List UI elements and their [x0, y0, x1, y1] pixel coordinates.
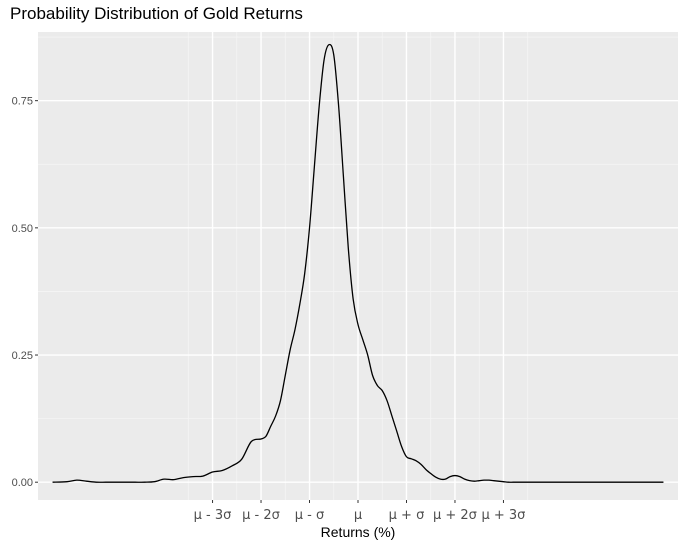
x-axis: μ - 3σ μ - 2σ μ - σ μ μ + σ μ + 2σ μ + 3σ: [194, 500, 525, 523]
x-axis-title: Returns (%): [321, 524, 396, 540]
y-tick-label: 0.75: [12, 96, 33, 108]
x-tick-label: μ - 2σ: [242, 508, 280, 523]
x-tick-label: μ + 3σ: [481, 508, 525, 523]
density-line: [52, 43, 664, 483]
x-tick-label: μ - 3σ: [194, 508, 232, 523]
x-tick-label: μ: [354, 508, 362, 523]
chart-title: Probability Distribution of Gold Returns: [10, 4, 303, 23]
y-tick-label: 0.00: [12, 477, 33, 489]
x-tick-label: μ - σ: [295, 508, 324, 523]
series-layer: [52, 43, 664, 483]
x-tick-label: μ + 2σ: [433, 508, 477, 523]
x-tick-label: μ + σ: [389, 508, 425, 523]
y-axis: 0.00 0.25 0.50 0.75: [12, 96, 38, 489]
y-tick-label: 0.25: [12, 350, 33, 362]
y-tick-label: 0.50: [12, 223, 33, 235]
